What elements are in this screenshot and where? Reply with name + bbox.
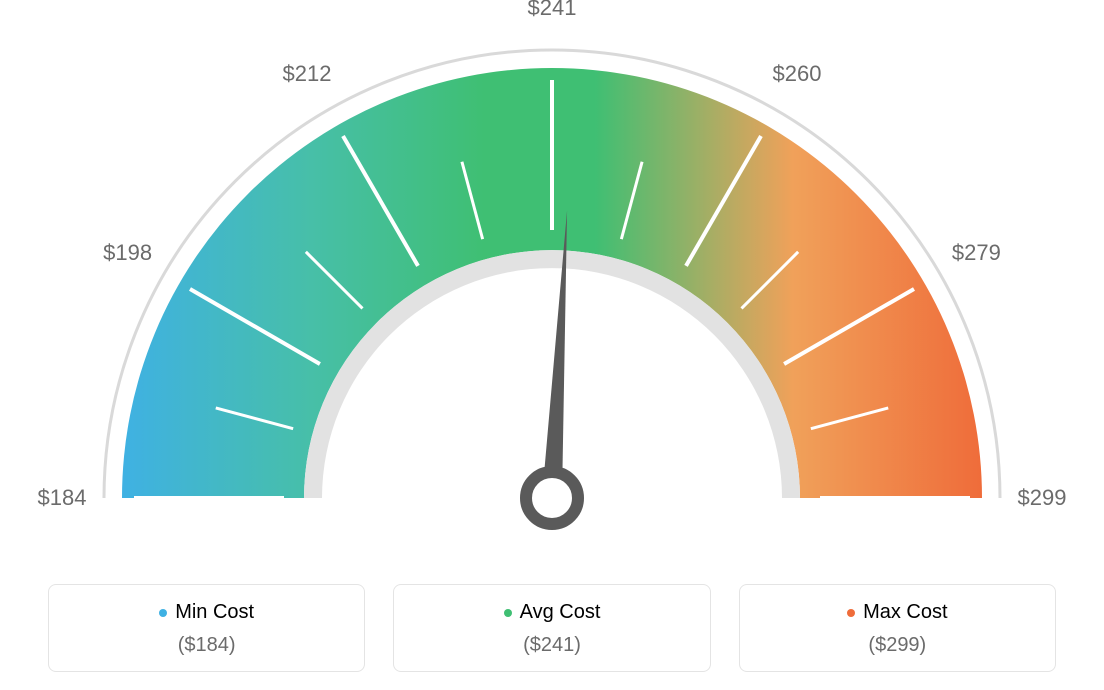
legend-value-max: ($299) [740, 634, 1055, 657]
gauge-tick-label: $299 [1018, 485, 1067, 511]
gauge-container: $184 $198 $212 $241 $260 $279 $299 [0, 0, 1104, 560]
legend-row: Min Cost ($184) Avg Cost ($241) Max Cost… [0, 584, 1104, 672]
gauge-tick-label: $241 [528, 0, 577, 21]
legend-dot-avg [504, 609, 512, 617]
legend-label-max: Max Cost [863, 601, 947, 624]
gauge-tick-label: $279 [952, 240, 1001, 266]
legend-dot-max [847, 609, 855, 617]
legend-dot-min [159, 609, 167, 617]
legend-title-avg: Avg Cost [504, 601, 601, 624]
gauge-tick-label: $198 [103, 240, 152, 266]
legend-card-min: Min Cost ($184) [48, 584, 365, 672]
legend-title-min: Min Cost [159, 601, 254, 624]
legend-label-avg: Avg Cost [520, 601, 601, 624]
legend-card-max: Max Cost ($299) [739, 584, 1056, 672]
legend-label-min: Min Cost [175, 601, 254, 624]
gauge-tick-label: $184 [38, 485, 87, 511]
gauge-chart [0, 0, 1104, 560]
legend-card-avg: Avg Cost ($241) [393, 584, 710, 672]
legend-value-min: ($184) [49, 634, 364, 657]
gauge-tick-label: $212 [283, 61, 332, 87]
legend-title-max: Max Cost [847, 601, 947, 624]
gauge-tick-label: $260 [773, 61, 822, 87]
legend-value-avg: ($241) [394, 634, 709, 657]
